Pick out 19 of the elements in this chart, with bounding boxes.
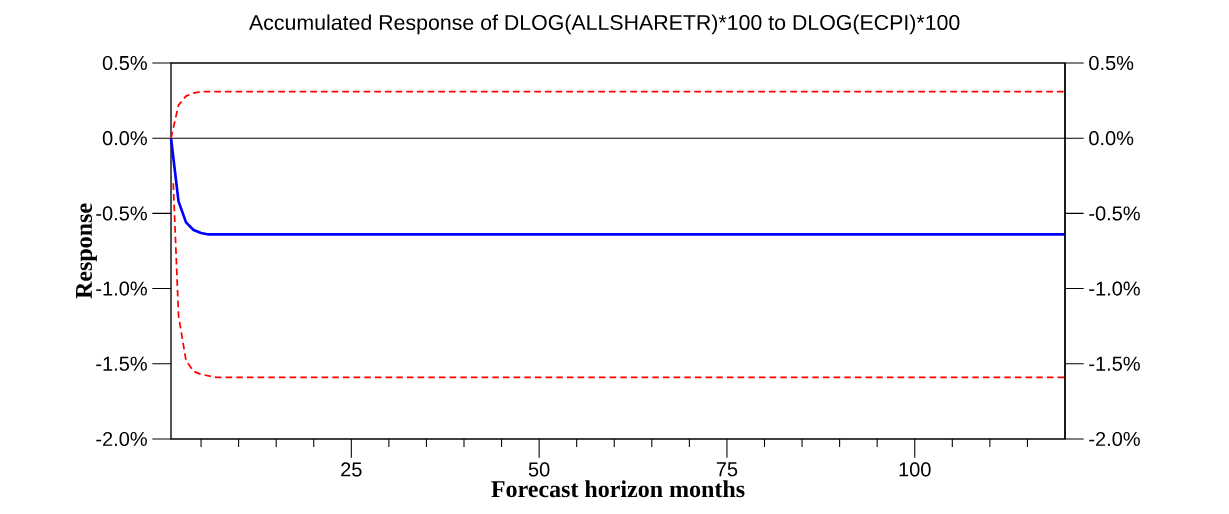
x-tick-label: 25 [341,462,362,477]
x-tick-label: 75 [716,462,738,477]
y-tick-label: 0.0% [102,131,147,146]
x-tick-label: 50 [528,462,550,477]
y-tick-label: -2.0% [96,431,147,447]
y2-tick-label: -1.0% [1089,281,1140,296]
y-tick-label: 0.5% [102,55,147,71]
y2-tick-label: 0.5% [1089,55,1134,71]
y2-tick-label: -0.5% [1089,206,1140,221]
y-tick-label: -1.5% [96,356,147,371]
x-tick-label: 100 [899,462,931,477]
y-tick-label: -0.5% [96,206,147,221]
x-axis-title: Forecast horizon months [491,480,745,498]
y2-tick-label: -1.5% [1089,356,1140,371]
y2-tick-label: -2.0% [1089,431,1140,447]
chart-title: Accumulated Response of DLOG(ALLSHARETR)*100 to DLOG(ECPI)*100 [249,14,960,35]
y2-tick-label: 0.0% [1089,131,1134,146]
y-tick-label: -1.0% [96,281,147,296]
y-axis-title: Response [76,203,97,299]
